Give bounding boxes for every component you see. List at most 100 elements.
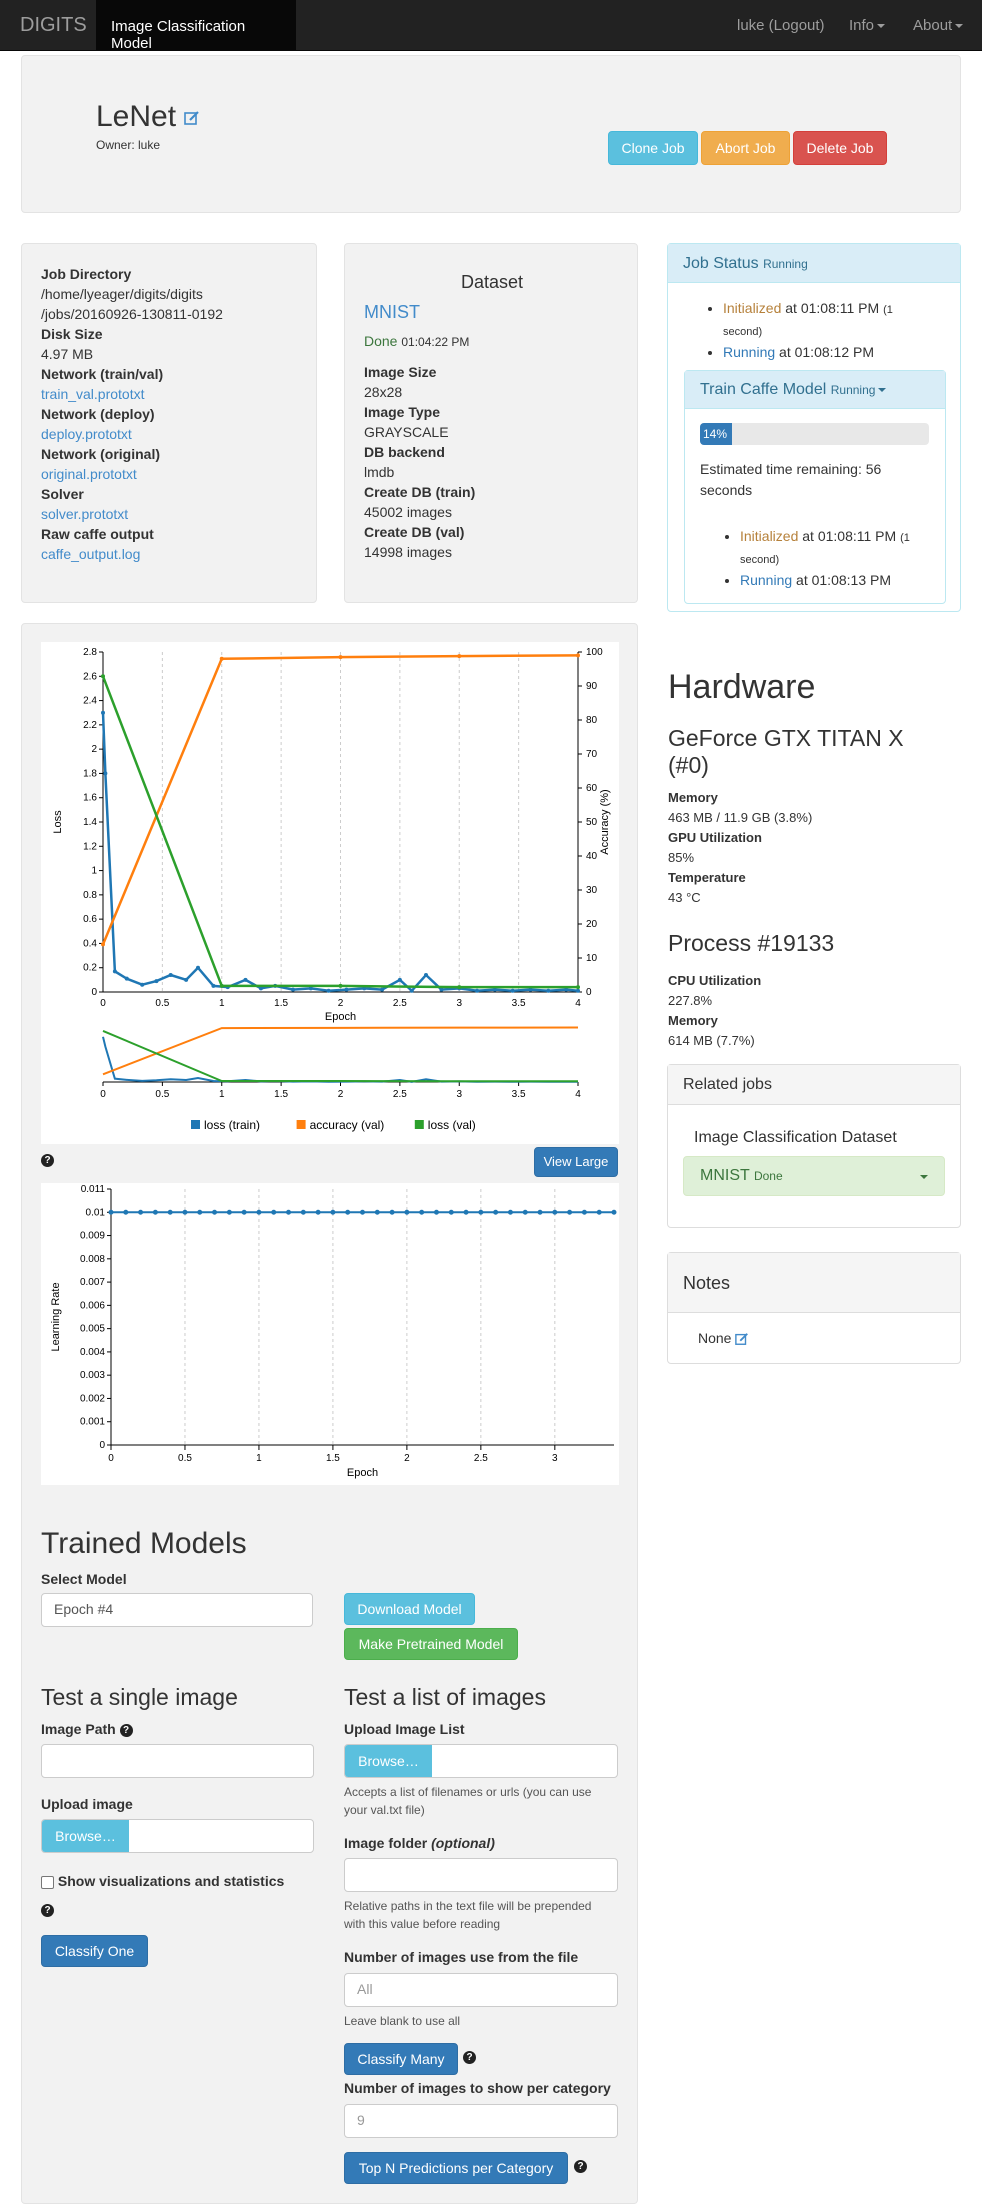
data-point bbox=[101, 942, 105, 947]
edit-icon[interactable] bbox=[735, 1332, 749, 1346]
gpu-temp-label: Temperature bbox=[668, 870, 746, 885]
select-model-dropdown[interactable]: Epoch #4 bbox=[41, 1593, 313, 1627]
data-point bbox=[475, 988, 480, 993]
overview-x-tick-label: 2.5 bbox=[393, 1089, 407, 1100]
view-large-button[interactable]: View Large bbox=[534, 1147, 618, 1177]
image-path-label: Image Path ? bbox=[41, 1721, 133, 1737]
gpu-name-line1: GeForce GTX TITAN X bbox=[668, 725, 904, 751]
data-point bbox=[326, 988, 331, 993]
related-jobs-title: Related jobs bbox=[668, 1065, 960, 1105]
info-menu[interactable]: Info bbox=[849, 17, 886, 34]
per-category-placeholder: 9 bbox=[357, 2112, 365, 2128]
nav-active-page[interactable]: Image Classification Model bbox=[96, 0, 296, 52]
clone-job-button[interactable]: Clone Job bbox=[608, 131, 698, 165]
image-folder-input[interactable] bbox=[344, 1858, 618, 1892]
learning-rate-chart[interactable]: 0 0.5 1 1.5 2 2.5 3 0 0.001 0.002 0.003 0.004 0.005 0… bbox=[41, 1183, 619, 1485]
top-navbar: DIGITS Image Classification Model luke (… bbox=[0, 0, 982, 52]
logout-link[interactable]: luke (Logout) bbox=[737, 17, 825, 34]
download-model-button[interactable]: Download Model bbox=[344, 1593, 475, 1625]
status-item-initialized: Initialized at 01:08:11 PM (1 second) bbox=[723, 298, 953, 342]
data-point bbox=[374, 1209, 380, 1215]
per-category-input[interactable]: 9 bbox=[344, 2104, 618, 2138]
data-point bbox=[140, 982, 145, 987]
help-icon[interactable]: ? bbox=[119, 1723, 133, 1737]
make-pretrained-button[interactable]: Make Pretrained Model bbox=[344, 1628, 518, 1660]
image-folder-label: Image folder (optional) bbox=[344, 1835, 495, 1851]
delete-job-button[interactable]: Delete Job bbox=[793, 131, 887, 165]
task-header[interactable]: Train Caffe Model Running bbox=[685, 371, 945, 409]
data-point bbox=[409, 988, 414, 993]
overview-x-tick-label: 3 bbox=[456, 1089, 462, 1100]
help-icon[interactable]: ? bbox=[41, 1154, 54, 1167]
about-menu[interactable]: About bbox=[913, 17, 964, 34]
train-val-link[interactable]: train_val.prototxt bbox=[41, 386, 145, 402]
show-vis-option[interactable]: Show visualizations and statistics bbox=[41, 1873, 284, 1889]
data-point bbox=[463, 1209, 469, 1215]
caffe-output-link[interactable]: caffe_output.log bbox=[41, 546, 141, 562]
y-tick-label: 0.2 bbox=[83, 963, 97, 974]
show-vis-checkbox[interactable] bbox=[41, 1875, 54, 1889]
x-tick-label: 4 bbox=[575, 998, 581, 1009]
data-point bbox=[182, 1209, 188, 1215]
solver-link[interactable]: solver.prototxt bbox=[41, 506, 129, 522]
legend-swatch bbox=[296, 1120, 306, 1129]
x-tick-label: 2.5 bbox=[474, 1453, 488, 1464]
create-db-train-label: Create DB (train) bbox=[364, 484, 476, 500]
x-tick-label: 1 bbox=[256, 1453, 262, 1464]
process-memory-value: 614 MB (7.7%) bbox=[668, 1033, 755, 1048]
upload-image-field[interactable]: Browse… bbox=[41, 1819, 314, 1853]
y2-tick-label: 80 bbox=[586, 715, 598, 726]
y2-tick-label: 10 bbox=[586, 953, 598, 964]
gpu-util-value: 85% bbox=[668, 850, 695, 865]
image-path-input[interactable] bbox=[41, 1744, 314, 1778]
chevron-down-icon bbox=[920, 1175, 928, 1179]
y-tick-label: 0.001 bbox=[80, 1417, 105, 1428]
deploy-link[interactable]: deploy.prototxt bbox=[41, 426, 132, 442]
overview-x-tick-label: 2 bbox=[338, 1089, 344, 1100]
overview-series-line-2 bbox=[102, 1030, 578, 1083]
image-size-label: Image Size bbox=[364, 364, 437, 380]
upload-list-field[interactable]: Browse… bbox=[344, 1744, 618, 1778]
data-point bbox=[404, 1209, 410, 1215]
y2-tick-label: 0 bbox=[586, 987, 592, 998]
y-tick-label: 2.8 bbox=[83, 647, 97, 658]
browse-list-button[interactable]: Browse… bbox=[345, 1745, 432, 1777]
help-icon[interactable]: ? bbox=[41, 1904, 54, 1917]
data-point bbox=[576, 985, 580, 990]
y-tick-label: 0.009 bbox=[80, 1231, 105, 1242]
overview-series-line-0 bbox=[102, 1036, 579, 1083]
disk-size-label: Disk Size bbox=[41, 326, 103, 342]
num-images-input[interactable]: All bbox=[344, 1973, 618, 2007]
state-duration: (1 bbox=[883, 304, 893, 316]
brand-logo[interactable]: DIGITS bbox=[20, 14, 87, 36]
y-tick-label: 0.011 bbox=[81, 1184, 106, 1195]
y-tick-label: 0 bbox=[91, 987, 97, 998]
abort-job-button[interactable]: Abort Job bbox=[701, 131, 790, 165]
related-job-state: Done bbox=[753, 1169, 783, 1183]
image-size-value: 28x28 bbox=[364, 384, 403, 400]
gpu-memory-value: 463 MB / 11.9 GB (3.8%) bbox=[668, 810, 813, 825]
upload-image-label: Upload image bbox=[41, 1796, 133, 1812]
data-point bbox=[243, 977, 248, 982]
browse-button[interactable]: Browse… bbox=[42, 1820, 129, 1852]
help-icon[interactable]: ? bbox=[574, 2160, 587, 2173]
original-link[interactable]: original.prototxt bbox=[41, 466, 137, 482]
cpu-util-value: 227.8% bbox=[668, 993, 713, 1008]
list-help-line1: Accepts a list of filenames or urls (you… bbox=[344, 1785, 592, 1799]
x-tick-label: 0 bbox=[108, 1453, 114, 1464]
dataset-link[interactable]: MNIST bbox=[364, 302, 420, 322]
help-icon[interactable]: ? bbox=[463, 2051, 476, 2064]
job-status-panel: Job Status Running Initialized at 01:08:… bbox=[667, 243, 961, 612]
state-duration-unit: second) bbox=[723, 326, 763, 338]
related-job-mnist[interactable]: MNIST Done bbox=[683, 1156, 945, 1196]
overview-x-tick-label: 0.5 bbox=[155, 1089, 169, 1100]
show-vis-label: Show visualizations and statistics bbox=[57, 1873, 285, 1889]
loss-accuracy-chart[interactable]: 0 0.5 1 1.5 2 2.5 3 3.5 400.20.40.60.811.21.41.6… bbox=[41, 642, 619, 1144]
edit-icon[interactable] bbox=[184, 110, 200, 126]
state-running: Running bbox=[740, 572, 793, 588]
data-point bbox=[154, 979, 159, 984]
classify-one-button[interactable]: Classify One bbox=[41, 1935, 148, 1967]
top-n-button[interactable]: Top N Predictions per Category bbox=[344, 2152, 568, 2184]
data-point bbox=[226, 1209, 232, 1215]
classify-many-button[interactable]: Classify Many bbox=[344, 2043, 458, 2075]
